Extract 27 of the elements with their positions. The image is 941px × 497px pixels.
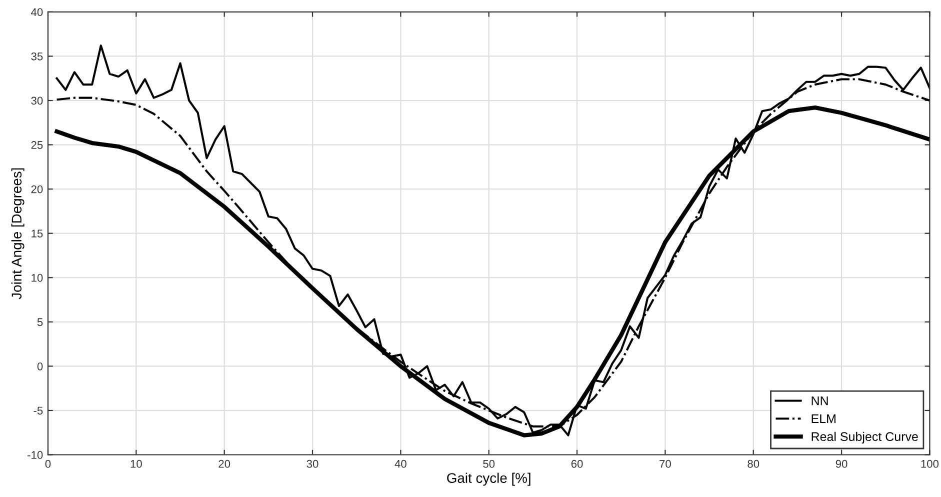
x-tick-label: 10 bbox=[130, 460, 142, 468]
x-tick-label: 60 bbox=[571, 460, 583, 468]
x-tick-label: 70 bbox=[660, 460, 671, 468]
y-tick-label: 0 bbox=[37, 362, 43, 370]
y-tick-label: 35 bbox=[31, 52, 43, 60]
x-tick-label: 30 bbox=[306, 460, 318, 468]
x-tick-label: 20 bbox=[218, 460, 230, 468]
x-tick-label: 0 bbox=[45, 460, 51, 468]
y-tick-label: -5 bbox=[34, 406, 43, 415]
y-tick-label: 10 bbox=[32, 274, 43, 282]
x-axis-title: Gait cycle [%] bbox=[447, 472, 530, 486]
y-tick-label: 5 bbox=[37, 318, 43, 326]
y-tick-label: 20 bbox=[31, 185, 43, 194]
y-axis-title: Joint Angle [Degrees] bbox=[11, 168, 24, 300]
y-tick-label: 15 bbox=[32, 230, 43, 238]
y-tick-label: 30 bbox=[31, 96, 43, 105]
x-tick-label: 100 bbox=[921, 460, 939, 468]
legend-label: Real Subject Curve bbox=[812, 432, 918, 444]
y-tick-label: -10 bbox=[28, 451, 43, 459]
x-tick-label: 90 bbox=[836, 460, 848, 468]
y-tick-label: 25 bbox=[31, 141, 43, 149]
x-tick-label: 40 bbox=[394, 460, 406, 468]
y-tick-label: 40 bbox=[31, 8, 43, 16]
legend-label: NN bbox=[812, 396, 828, 406]
legend-label: ELM bbox=[812, 414, 836, 424]
x-tick-label: 50 bbox=[483, 460, 495, 468]
x-tick-label: 80 bbox=[748, 460, 760, 468]
